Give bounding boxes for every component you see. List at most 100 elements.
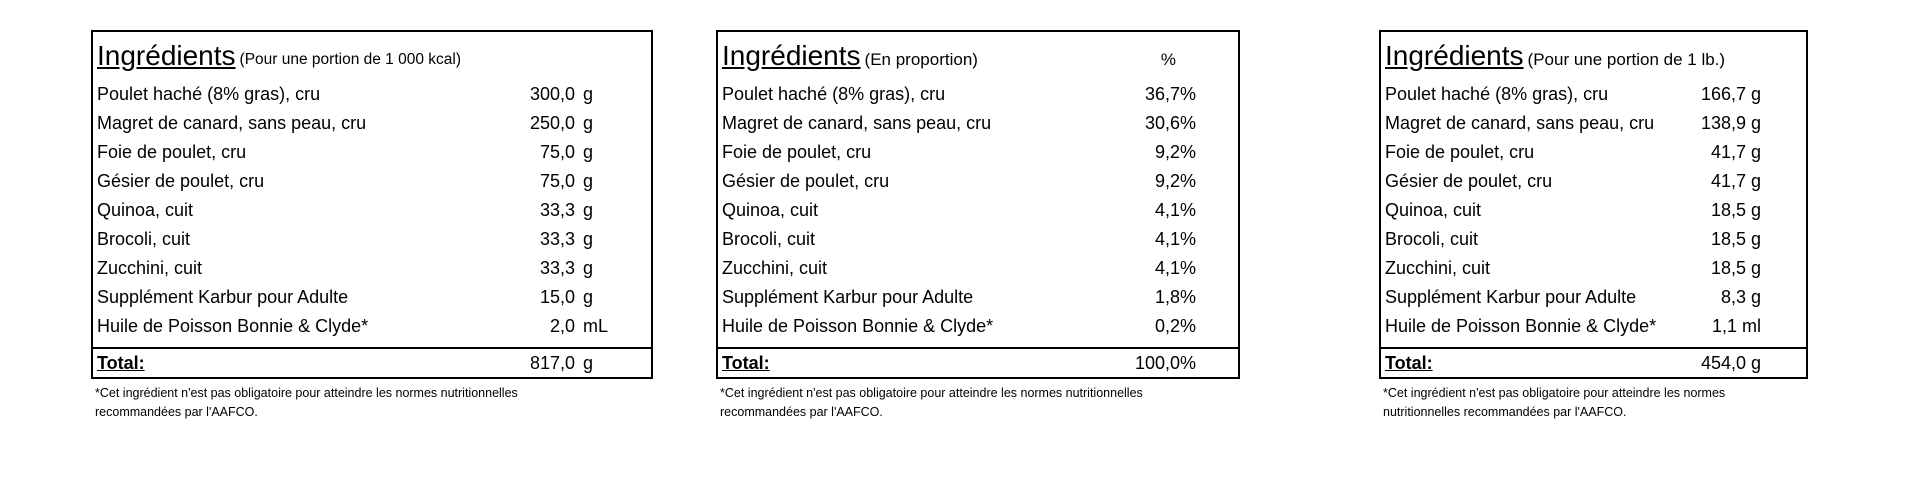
ingredient-value: 1,1 ml <box>1711 316 1761 336</box>
total-label: Total: <box>97 352 145 373</box>
total-label: Total: <box>722 352 770 373</box>
total-row: Total: 817,0 g <box>93 347 651 377</box>
ingredient-value: 41,7 g <box>1710 142 1761 162</box>
ingredient-name: Supplément Karbur pour Adulte <box>97 287 349 307</box>
table-row: Zucchini, cuit 4,1% <box>718 254 1238 283</box>
ingredient-name: Gésier de poulet, cru <box>97 171 265 191</box>
ingredient-name: Gésier de poulet, cru <box>722 171 890 191</box>
ingredient-name: Foie de poulet, cru <box>1385 142 1535 162</box>
ingredients-table: Ingrédients (Pour une portion de 1 000 k… <box>91 30 653 379</box>
ingredient-name: Brocoli, cuit <box>722 229 816 249</box>
table-subtitle: (Pour une portion de 1 000 kcal) <box>239 51 461 68</box>
table-row: Magret de canard, sans peau, cru 30,6% <box>718 109 1238 138</box>
table-row: Gésier de poulet, cru 75,0 g <box>93 167 651 196</box>
table-row: Foie de poulet, cru 75,0 g <box>93 138 651 167</box>
table-subtitle: (Pour une portion de 1 lb.) <box>1527 50 1726 69</box>
ingredient-name: Quinoa, cuit <box>97 200 194 220</box>
total-value: 454,0 g <box>1700 352 1761 373</box>
table-row: Brocoli, cuit 18,5 g <box>1381 225 1806 254</box>
footnote: *Cet ingrédient n'est pas obligatoire po… <box>1383 386 1726 419</box>
total-row: Total: 454,0 g <box>1381 347 1806 377</box>
ingredient-value: 75,0 <box>539 142 575 162</box>
ingredient-value: 75,0 <box>539 171 575 191</box>
total-value: 817,0 <box>529 352 575 373</box>
ingredient-value: 33,3 <box>539 229 575 249</box>
footnote: *Cet ingrédient n'est pas obligatoire po… <box>720 386 1143 419</box>
ingredient-value: 9,2% <box>1154 171 1196 191</box>
ingredient-name: Brocoli, cuit <box>97 229 191 249</box>
ingredients-panel-proportion: Ingrédients (En proportion) % Poulet hac… <box>716 30 1240 422</box>
ingredients-panel-kcal: Ingrédients (Pour une portion de 1 000 k… <box>91 30 653 422</box>
table-row: Supplément Karbur pour Adulte 15,0 g <box>93 283 651 312</box>
ingredient-value: 300,0 <box>529 84 575 104</box>
ingredient-name: Brocoli, cuit <box>1385 229 1479 249</box>
ingredient-name: Foie de poulet, cru <box>722 142 872 162</box>
ingredient-name: Magret de canard, sans peau, cru <box>97 113 367 133</box>
table-title: Ingrédients <box>97 40 236 71</box>
ingredient-unit: g <box>583 287 594 307</box>
ingredient-value: 9,2% <box>1154 142 1196 162</box>
ingredient-name: Huile de Poisson Bonnie & Clyde* <box>1385 316 1657 336</box>
ingredient-value: 15,0 <box>539 287 575 307</box>
ingredient-value: 33,3 <box>539 200 575 220</box>
total-value: 100,0% <box>1134 352 1196 373</box>
ingredient-name: Poulet haché (8% gras), cru <box>1385 84 1609 104</box>
ingredient-value: 4,1% <box>1154 200 1196 220</box>
ingredient-name: Poulet haché (8% gras), cru <box>97 84 321 104</box>
table-row: Zucchini, cuit 18,5 g <box>1381 254 1806 283</box>
ingredient-value: 4,1% <box>1154 258 1196 278</box>
ingredient-name: Supplément Karbur pour Adulte <box>1385 287 1637 307</box>
ingredient-value: 138,9 g <box>1700 113 1761 133</box>
ingredient-value: 30,6% <box>1144 113 1196 133</box>
ingredients-panel-pound: Ingrédients (Pour une portion de 1 lb.) … <box>1379 30 1808 422</box>
ingredient-value: 41,7 g <box>1710 171 1761 191</box>
ingredient-name: Zucchini, cuit <box>722 258 828 278</box>
ingredient-unit: g <box>583 258 594 278</box>
table-row: Foie de poulet, cru 9,2% <box>718 138 1238 167</box>
ingredient-name: Magret de canard, sans peau, cru <box>1385 113 1655 133</box>
table-row: Foie de poulet, cru 41,7 g <box>1381 138 1806 167</box>
table-row: Gésier de poulet, cru 41,7 g <box>1381 167 1806 196</box>
table-row: Magret de canard, sans peau, cru 138,9 g <box>1381 109 1806 138</box>
ingredient-value: 33,3 <box>539 258 575 278</box>
column-header: % <box>1160 50 1176 69</box>
table-row: Quinoa, cuit 4,1% <box>718 196 1238 225</box>
total-label: Total: <box>1385 352 1433 373</box>
ingredient-value: 1,8% <box>1154 287 1196 307</box>
table-title: Ingrédients <box>1385 40 1524 71</box>
ingredient-value: 36,7% <box>1144 84 1196 104</box>
table-row: Poulet haché (8% gras), cru 300,0 g <box>93 80 651 109</box>
table-row: Brocoli, cuit 33,3 g <box>93 225 651 254</box>
ingredient-name: Gésier de poulet, cru <box>1385 171 1553 191</box>
total-unit: g <box>583 352 594 373</box>
ingredient-name: Supplément Karbur pour Adulte <box>722 287 974 307</box>
ingredient-name: Quinoa, cuit <box>1385 200 1482 220</box>
table-row: Supplément Karbur pour Adulte 8,3 g <box>1381 283 1806 312</box>
table-row: Gésier de poulet, cru 9,2% <box>718 167 1238 196</box>
ingredient-value: 18,5 g <box>1710 200 1761 220</box>
ingredient-name: Foie de poulet, cru <box>97 142 247 162</box>
ingredient-value: 8,3 g <box>1720 287 1761 307</box>
ingredient-unit: g <box>583 142 594 162</box>
ingredient-value: 4,1% <box>1154 229 1196 249</box>
table-title: Ingrédients <box>722 40 861 71</box>
ingredient-name: Quinoa, cuit <box>722 200 819 220</box>
ingredients-table: Ingrédients (En proportion) % Poulet hac… <box>716 30 1240 379</box>
table-row: Huile de Poisson Bonnie & Clyde* 1,1 ml <box>1381 312 1806 341</box>
table-subtitle: (En proportion) <box>864 50 978 69</box>
ingredient-value: 166,7 g <box>1700 84 1761 104</box>
ingredient-value: 2,0 <box>549 316 575 336</box>
table-row: Magret de canard, sans peau, cru 250,0 g <box>93 109 651 138</box>
ingredient-name: Huile de Poisson Bonnie & Clyde* <box>97 316 369 336</box>
ingredient-value: 18,5 g <box>1710 258 1761 278</box>
table-row: Supplément Karbur pour Adulte 1,8% <box>718 283 1238 312</box>
ingredient-name: Zucchini, cuit <box>1385 258 1491 278</box>
ingredient-name: Huile de Poisson Bonnie & Clyde* <box>722 316 994 336</box>
table-header: Ingrédients (Pour une portion de 1 000 k… <box>93 32 651 75</box>
ingredient-name: Zucchini, cuit <box>97 258 203 278</box>
table-row: Huile de Poisson Bonnie & Clyde* 0,2% <box>718 312 1238 341</box>
ingredient-unit: g <box>583 229 594 249</box>
ingredient-value: 0,2% <box>1154 316 1196 336</box>
ingredient-value: 250,0 <box>529 113 575 133</box>
ingredient-unit: g <box>583 171 594 191</box>
